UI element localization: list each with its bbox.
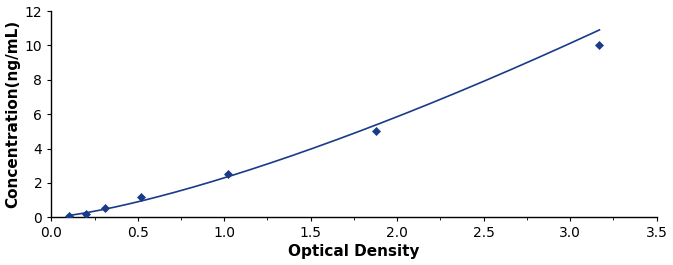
Y-axis label: Concentration(ng/mL): Concentration(ng/mL) bbox=[5, 20, 21, 208]
X-axis label: Optical Density: Optical Density bbox=[288, 244, 420, 259]
